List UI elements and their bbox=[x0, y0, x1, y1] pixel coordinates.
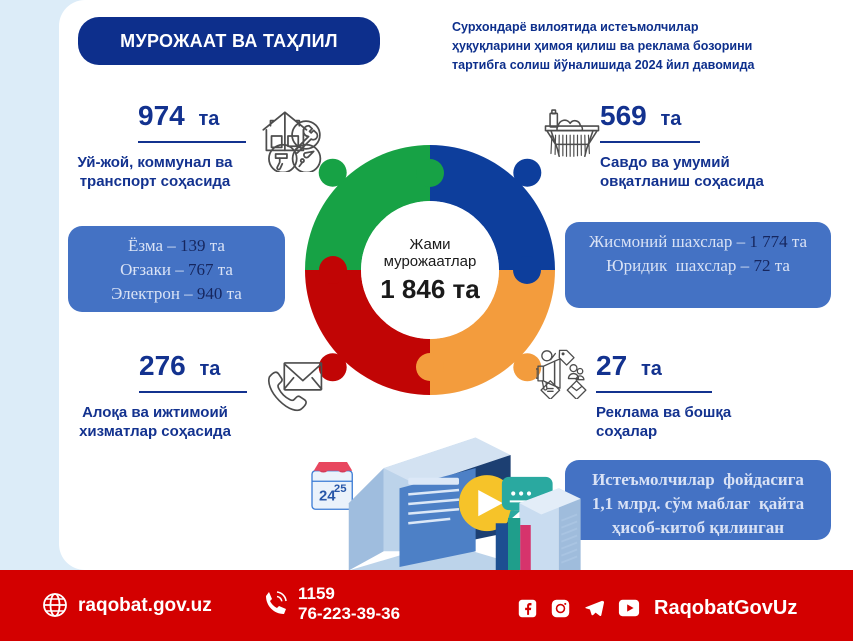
svg-text:25: 25 bbox=[334, 483, 347, 495]
